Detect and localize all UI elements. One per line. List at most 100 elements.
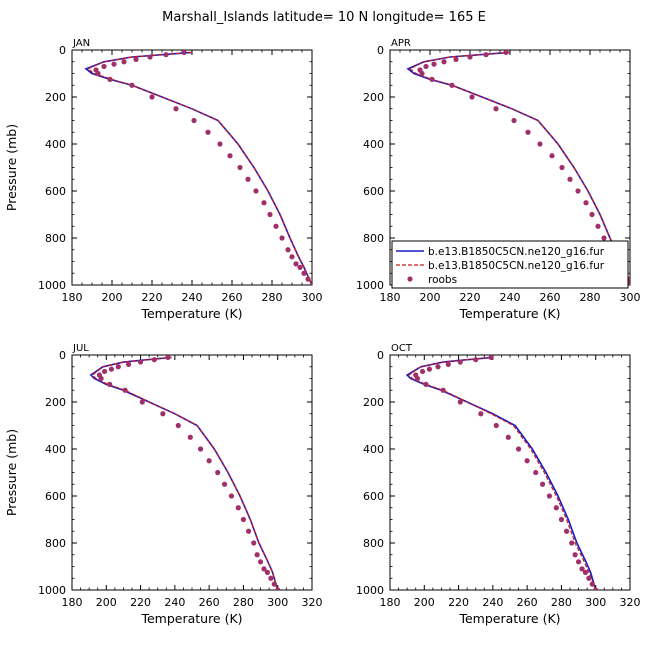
y-tick-label: 0 [377, 44, 384, 57]
x-tick-label: 180 [380, 596, 401, 609]
roobs-point [575, 559, 582, 565]
roobs-point [139, 399, 145, 405]
roobs-point [478, 411, 484, 417]
roobs-point [181, 50, 187, 55]
roobs-point [122, 387, 128, 393]
panel-label: OCT [391, 343, 413, 354]
x-tick-label: 180 [62, 291, 83, 304]
roobs-point [267, 211, 273, 218]
roobs-point [253, 188, 259, 194]
roobs-point [268, 575, 274, 581]
x-axis-label: Temperature (K) [140, 611, 242, 626]
x-axis-label: Temperature (K) [458, 306, 560, 321]
y-tick-label: 1000 [38, 584, 66, 597]
roobs-point [237, 164, 243, 171]
roobs-point [511, 117, 517, 124]
x-tick-label: 200 [420, 291, 441, 304]
plot-frame [71, 49, 313, 286]
x-tick-label: 300 [620, 291, 641, 304]
plot-frame [389, 354, 631, 591]
y-tick-label: 400 [45, 443, 66, 456]
y-tick-label: 400 [363, 443, 384, 456]
roobs-point [453, 56, 459, 63]
series-line-model-1 [84, 51, 312, 285]
roobs-point [305, 276, 311, 282]
roobs-point [467, 54, 473, 60]
plot-area [406, 50, 630, 285]
roobs-point [533, 469, 539, 476]
roobs-point [414, 375, 421, 382]
roobs-point [293, 261, 299, 267]
roobs-point [423, 63, 429, 70]
y-tick-label: 200 [45, 91, 66, 104]
roobs-point [191, 117, 197, 124]
roobs-point [273, 223, 279, 229]
y-tick-label: 200 [45, 396, 66, 409]
roobs-point [493, 422, 499, 429]
roobs-point [457, 399, 463, 405]
roobs-point [151, 357, 157, 363]
roobs-point [423, 381, 429, 387]
roobs-point [129, 82, 135, 88]
y-tick-label: 200 [363, 91, 384, 104]
roobs-point [137, 359, 144, 365]
roobs-point [227, 153, 233, 159]
roobs-point [449, 82, 455, 88]
x-axis-label: Temperature (K) [140, 306, 242, 321]
y-tick-label: 0 [59, 349, 66, 362]
roobs-point [435, 364, 441, 370]
x-axis-label: Temperature (K) [458, 611, 560, 626]
x-tick-label: 240 [182, 291, 203, 304]
roobs-point [101, 368, 108, 375]
legend-box [391, 240, 629, 289]
y-tick-label: 800 [45, 537, 66, 550]
roobs-point [163, 52, 169, 58]
roobs-point [125, 361, 132, 367]
x-tick-label: 320 [302, 596, 323, 609]
x-tick-label: 300 [267, 596, 288, 609]
roobs-point [515, 446, 522, 452]
roobs-point [559, 164, 565, 171]
x-tick-label: 260 [199, 596, 220, 609]
roobs-point [524, 458, 530, 464]
roobs-point [567, 176, 573, 182]
x-tick-label: 280 [262, 291, 283, 304]
series-line-model-2 [86, 51, 312, 285]
roobs-point [261, 566, 267, 572]
roobs-point [245, 528, 252, 534]
x-tick-label: 180 [380, 291, 401, 304]
roobs-point [275, 587, 281, 590]
roobs-point [95, 70, 101, 77]
roobs-point [121, 59, 127, 65]
x-tick-label: 220 [130, 596, 151, 609]
roobs-point [309, 282, 312, 285]
roobs-point [488, 355, 494, 360]
plot-frame [71, 354, 313, 591]
panel-jan: JAN 180 200 220 240 260 280 300 0 200 400 600 800 100… [4, 38, 323, 321]
roobs-point [215, 469, 221, 476]
roobs-point [549, 153, 555, 159]
roobs-point [165, 355, 171, 360]
roobs-point [457, 359, 463, 365]
series-line-model-2 [408, 51, 630, 285]
roobs-point [493, 106, 499, 112]
plot-area [405, 355, 599, 590]
x-tick-label: 300 [302, 291, 323, 304]
y-axis-label: Pressure (mb) [4, 124, 19, 211]
roobs-point [160, 411, 166, 417]
roobs-point [271, 581, 277, 587]
legend-swatch-roobs [407, 276, 413, 282]
roobs-point [589, 581, 595, 587]
roobs-point [228, 493, 235, 499]
panel-label: JAN [72, 38, 90, 49]
roobs-point [546, 493, 553, 499]
y-tick-label: 1000 [38, 279, 66, 292]
roobs-point [582, 569, 589, 575]
x-tick-label: 280 [580, 291, 601, 304]
x-tick-label: 280 [233, 596, 254, 609]
roobs-point [115, 364, 121, 370]
roobs-point [257, 559, 264, 565]
roobs-point [445, 361, 451, 367]
x-tick-label: 240 [164, 596, 185, 609]
panel-apr: APR 180 200 220 240 260 280 300 0 200 400 600 800 100… [356, 38, 641, 321]
